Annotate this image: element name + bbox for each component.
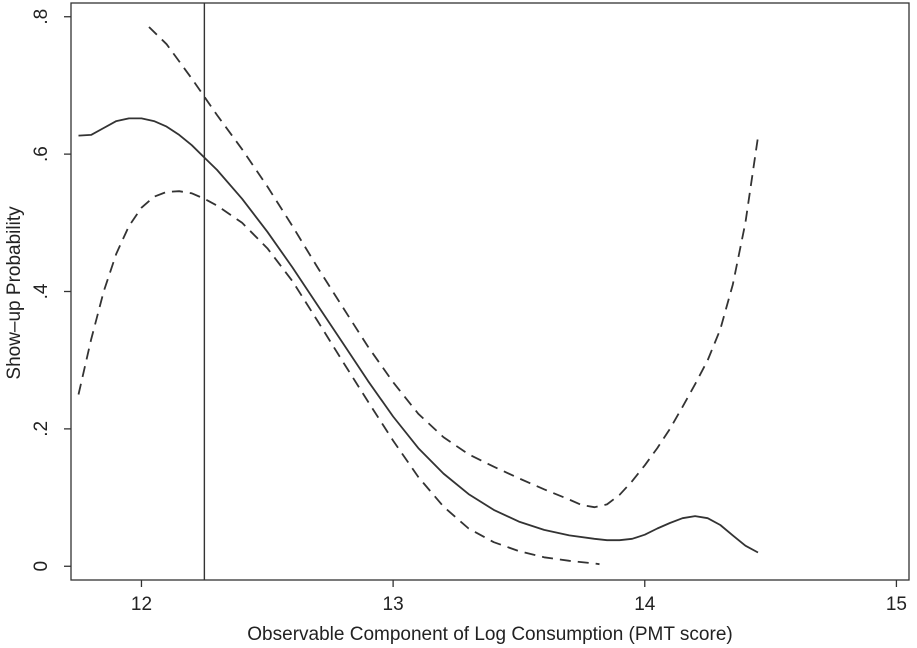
x-tick-label: 14: [634, 594, 656, 615]
x-tick-label: 12: [131, 594, 152, 615]
y-tick-label: 0: [31, 561, 52, 572]
y-axis-title: Show–up Probability: [4, 206, 25, 380]
x-ticks: 12 13 14 15: [131, 580, 907, 615]
y-tick-label: .8: [31, 9, 52, 25]
dashed-series-line-1: [148, 26, 759, 509]
dashed-series-line-2: [77, 190, 600, 566]
solid-series-line-0: [78, 117, 759, 554]
x-tick-label: 15: [886, 594, 907, 615]
y-tick-label: .6: [31, 146, 52, 162]
y-tick-label: .2: [31, 421, 52, 437]
plot-frame: [70, 2, 910, 581]
x-axis-title: Observable Component of Log Consumption …: [247, 624, 732, 645]
y-ticks: 0 .2 .4 .6 .8: [31, 9, 71, 572]
y-tick-label: .4: [31, 283, 52, 299]
x-tick-label: 13: [383, 594, 404, 615]
series-layer: [77, 26, 759, 566]
